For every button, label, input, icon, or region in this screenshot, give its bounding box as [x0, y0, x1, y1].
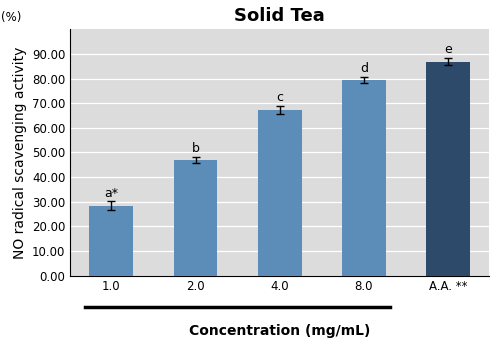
- Bar: [258, 110, 302, 276]
- Y-axis label: NO radical scavenging activity: NO radical scavenging activity: [12, 46, 27, 259]
- Text: (%): (%): [1, 11, 22, 24]
- Text: b: b: [191, 142, 199, 155]
- Bar: [426, 62, 470, 276]
- Text: c: c: [276, 91, 283, 104]
- Title: Solid Tea: Solid Tea: [234, 7, 325, 25]
- Text: e: e: [444, 43, 452, 56]
- X-axis label: Concentration (mg/mL): Concentration (mg/mL): [189, 324, 371, 338]
- Text: d: d: [360, 62, 368, 75]
- Bar: [174, 160, 217, 276]
- Bar: [342, 80, 386, 276]
- Bar: [89, 206, 133, 276]
- Text: a*: a*: [104, 187, 118, 199]
